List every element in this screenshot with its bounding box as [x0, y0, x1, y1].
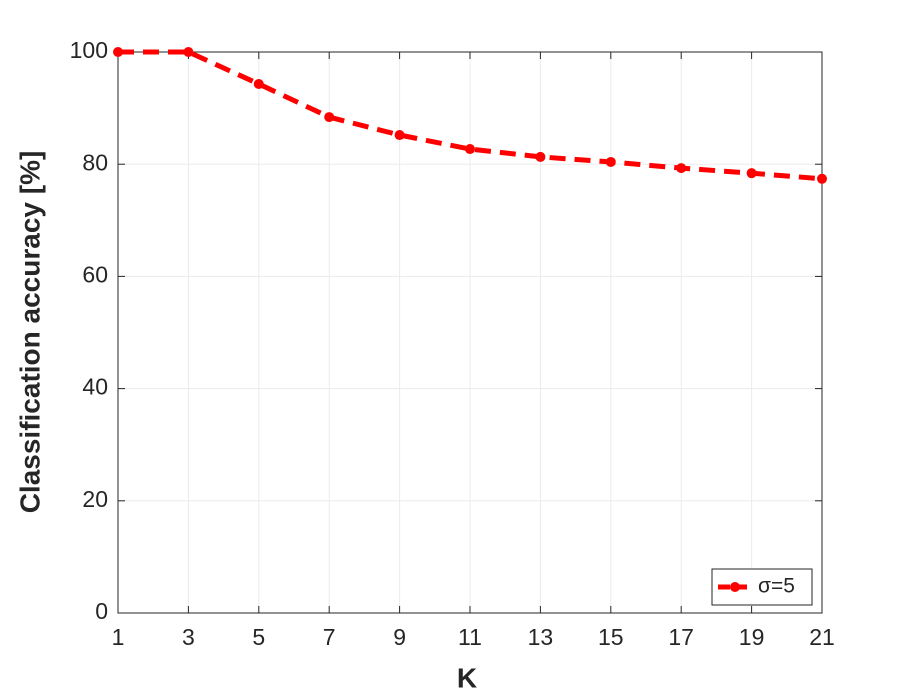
marker [605, 156, 616, 167]
x-tick-label: 15 [598, 624, 624, 650]
legend-marker [730, 582, 740, 592]
y-tick-label: 20 [82, 486, 108, 512]
marker [113, 47, 123, 57]
marker [394, 130, 405, 141]
x-tick-label: 13 [528, 624, 554, 650]
marker [676, 163, 687, 174]
x-tick-label: 19 [739, 624, 765, 650]
y-tick-label: 100 [70, 37, 108, 63]
marker [324, 112, 335, 123]
legend-label: σ=5 [758, 575, 795, 598]
x-tick-label: 11 [458, 624, 482, 650]
x-tick-label: 9 [393, 624, 406, 650]
x-tick-label: 1 [112, 624, 125, 650]
x-tick-label: 5 [252, 624, 265, 650]
x-axis-label: K [457, 662, 477, 693]
y-tick-label: 60 [82, 261, 108, 287]
marker [817, 173, 827, 184]
line [118, 49, 823, 182]
y-axis-label: Classification accuracy [%] [14, 151, 45, 514]
x-tick-label: 21 [809, 624, 835, 650]
x-tick-label: 17 [668, 624, 694, 650]
x-tick-label: 7 [323, 624, 336, 650]
marker [746, 168, 757, 179]
axes-box [117, 51, 823, 614]
marker [183, 47, 194, 57]
marker [465, 144, 475, 155]
x-tick-label: 3 [182, 624, 195, 650]
y-tick-label: 0 [95, 598, 108, 624]
y-tick-label: 40 [82, 374, 108, 400]
y-tick-label: 80 [82, 149, 108, 175]
marker [535, 151, 546, 162]
marker [253, 78, 264, 89]
